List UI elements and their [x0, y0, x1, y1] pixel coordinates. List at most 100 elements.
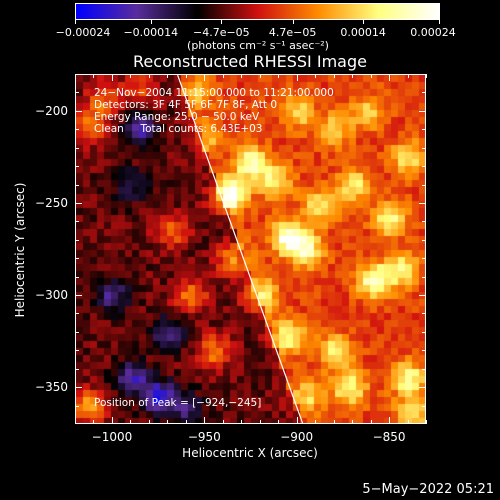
x-tick [296, 74, 298, 81]
x-minor-tick [278, 420, 280, 424]
x-tick [296, 417, 298, 424]
y-tick-label: −250 [35, 195, 68, 210]
annotation-peak: Position of Peak = [−924,−245] [94, 397, 262, 409]
x-tick [111, 417, 113, 424]
colorbar-tick-label: −4.7e−05 [192, 26, 250, 39]
x-minor-tick [315, 420, 317, 424]
y-minor-tick [75, 129, 79, 131]
timestamp: 5−May−2022 05:21 [362, 482, 494, 497]
x-minor-tick [93, 420, 95, 424]
x-minor-tick [426, 74, 427, 78]
y-minor-tick [75, 276, 79, 278]
y-minor-tick [75, 405, 79, 407]
y-minor-tick [75, 221, 79, 223]
x-minor-tick [315, 74, 317, 78]
y-tick-label: −350 [35, 380, 68, 395]
chart-title: Reconstructed RHESSI Image [133, 52, 367, 71]
y-minor-tick [75, 258, 79, 260]
y-minor-tick [75, 313, 79, 315]
y-tick-label: −300 [35, 288, 68, 303]
solar-limb-line [177, 75, 304, 423]
y-minor-tick [422, 184, 426, 186]
x-minor-tick [370, 74, 372, 78]
limb-line [177, 75, 304, 423]
y-minor-tick [75, 331, 79, 333]
x-minor-tick [259, 74, 261, 78]
x-minor-tick [407, 420, 409, 424]
x-minor-tick [407, 74, 409, 78]
y-minor-tick [422, 276, 426, 278]
x-minor-tick [167, 74, 169, 78]
y-minor-tick [75, 92, 79, 94]
x-minor-tick [222, 420, 224, 424]
y-tick [419, 295, 426, 297]
y-minor-tick [422, 92, 426, 94]
colorbar-tick-label: −0.00024 [55, 26, 111, 39]
annotation-clean: Clean Total counts: 6.43E+03 [94, 123, 263, 135]
x-minor-tick [167, 420, 169, 424]
y-tick-label: −200 [35, 103, 68, 118]
y-minor-tick [422, 147, 426, 149]
y-minor-tick [422, 239, 426, 241]
y-minor-tick [422, 166, 426, 168]
colorbar-units: (photons cm⁻² s⁻¹ asec⁻²) [187, 39, 329, 52]
colorbar-tick [363, 20, 365, 24]
y-minor-tick [422, 221, 426, 223]
x-tick [204, 74, 206, 81]
x-minor-tick [148, 420, 150, 424]
y-minor-tick [75, 184, 79, 186]
x-tick [111, 74, 113, 81]
colorbar-tick-label: −0.00014 [123, 26, 179, 39]
y-minor-tick [75, 368, 79, 370]
y-tick [75, 110, 82, 112]
y-minor-tick [422, 129, 426, 131]
y-minor-tick [422, 368, 426, 370]
x-minor-tick [130, 74, 132, 78]
y-minor-tick [75, 147, 79, 149]
x-minor-tick [241, 420, 243, 424]
annotation-time: 24−Nov−2004 11:15:00.000 to 11:21:00.000 [94, 87, 334, 99]
x-minor-tick [93, 74, 95, 78]
heatmap-image [76, 75, 425, 423]
y-minor-tick [422, 350, 426, 352]
y-axis-label: Heliocentric Y (arcsec) [13, 182, 27, 318]
x-minor-tick [352, 420, 354, 424]
colorbar-tick [150, 20, 152, 24]
x-minor-tick [130, 420, 132, 424]
colorbar-tick-label: 0.00024 [410, 26, 456, 39]
x-axis-label: Heliocentric X (arcsec) [182, 446, 318, 460]
x-tick-label: −1000 [91, 430, 133, 444]
x-minor-tick [333, 74, 335, 78]
x-minor-tick [185, 74, 187, 78]
x-tick [204, 417, 206, 424]
y-tick [419, 110, 426, 112]
y-tick [75, 387, 82, 389]
annotation-detectors: Detectors: 3F 4F 5F 6F 7F 8F, Att 0 [94, 99, 278, 111]
x-minor-tick [185, 420, 187, 424]
x-minor-tick [148, 74, 150, 78]
y-minor-tick [75, 239, 79, 241]
x-tick-label: −900 [280, 430, 314, 444]
y-minor-tick [422, 405, 426, 407]
colorbar-tick [75, 20, 76, 24]
x-tick-label: −850 [372, 430, 406, 444]
colorbar-tick [221, 20, 223, 24]
x-tick-label: −950 [187, 430, 221, 444]
colorbar-gradient [76, 4, 439, 19]
x-minor-tick [333, 420, 335, 424]
y-minor-tick [422, 331, 426, 333]
x-minor-tick [370, 420, 372, 424]
y-minor-tick [422, 313, 426, 315]
colorbar-tick [292, 20, 294, 24]
y-tick [75, 202, 82, 204]
y-tick [419, 202, 426, 204]
x-tick [389, 417, 391, 424]
colorbar-tick-label: 0.00014 [340, 26, 386, 39]
y-minor-tick [75, 350, 79, 352]
x-minor-tick [352, 74, 354, 78]
y-minor-tick [75, 166, 79, 168]
x-minor-tick [259, 420, 261, 424]
colorbar [75, 3, 440, 20]
y-tick [419, 387, 426, 389]
colorbar-tick [439, 20, 440, 24]
